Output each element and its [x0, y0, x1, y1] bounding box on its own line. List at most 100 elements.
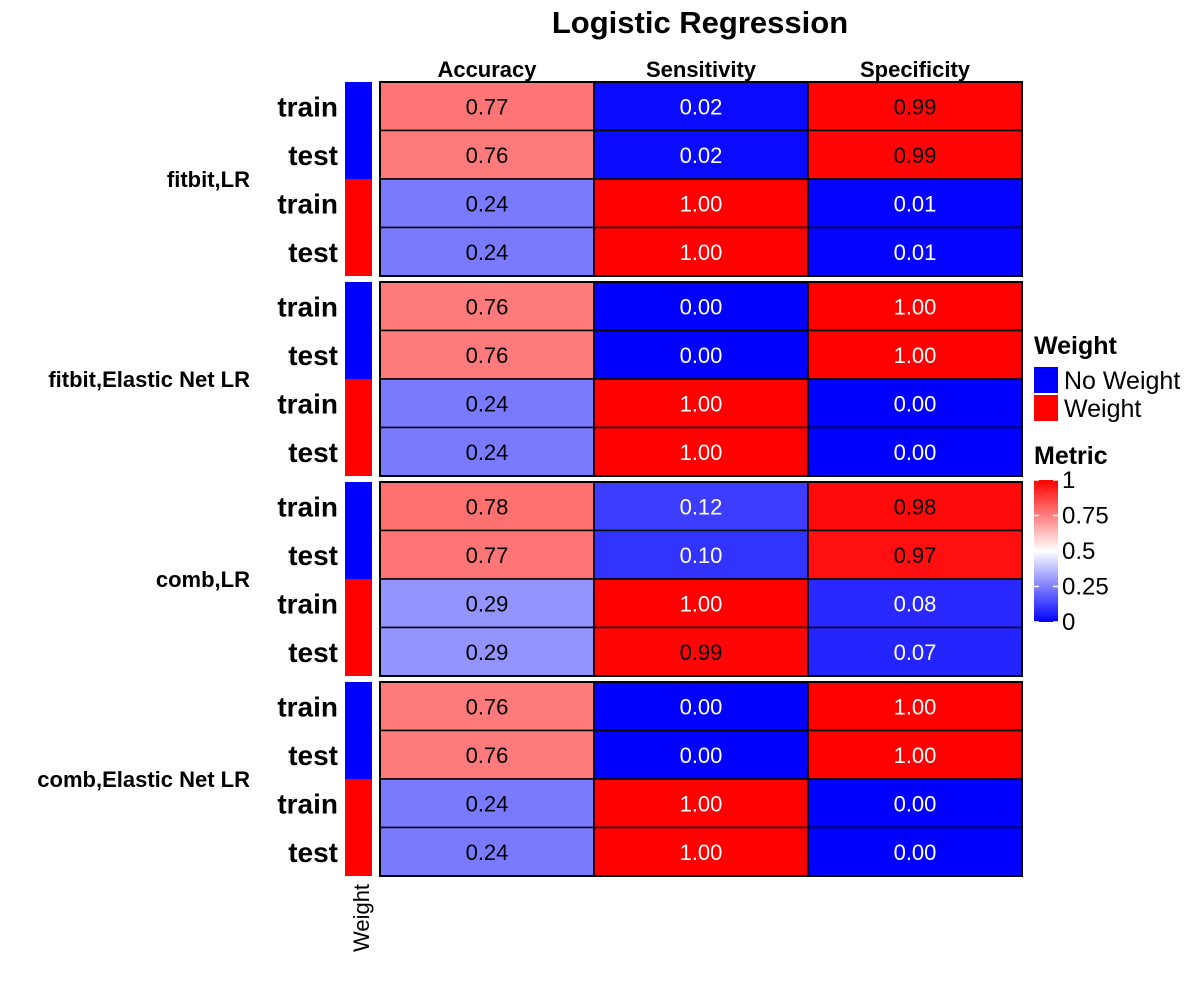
- heatmap-cell: [593, 378, 809, 429]
- column-header: Accuracy: [437, 57, 537, 82]
- cell-value: 0.24: [466, 440, 509, 465]
- cell-value: 1.00: [680, 440, 723, 465]
- row-label: train: [277, 188, 338, 219]
- group-border: [379, 81, 1023, 277]
- cell-value: 1.00: [894, 694, 937, 719]
- cell-value: 0.24: [466, 240, 509, 265]
- group-label: comb,Elastic Net LR: [37, 767, 250, 792]
- weight-annotation-cell: [345, 227, 372, 276]
- row-label: test: [288, 340, 338, 371]
- weight-annotation-cell: [345, 827, 372, 876]
- heatmap-cell: [593, 281, 809, 332]
- row-label: train: [277, 91, 338, 122]
- heatmap-cell: [593, 178, 809, 229]
- group-label: comb,LR: [156, 567, 250, 592]
- heatmap-cell: [807, 681, 1023, 732]
- cell-value: 0.01: [894, 191, 937, 216]
- heatmap-cell: [807, 329, 1023, 380]
- cell-value: 1.00: [680, 791, 723, 816]
- heatmap-cell: [807, 826, 1023, 877]
- cell-value: 0.98: [894, 494, 937, 519]
- cell-value: 0.24: [466, 840, 509, 865]
- row-label: train: [277, 691, 338, 722]
- cell-value: 0.00: [680, 343, 723, 368]
- cell-value: 0.77: [466, 543, 509, 568]
- cell-value: 0.76: [466, 694, 509, 719]
- weight-annotation-cell: [345, 530, 372, 579]
- cell-value: 0.99: [680, 640, 723, 665]
- metric-legend-tick-label: 0.25: [1062, 574, 1109, 601]
- cell-value: 0.76: [466, 343, 509, 368]
- heatmap-cell: [593, 778, 809, 829]
- cell-value: 1.00: [680, 191, 723, 216]
- heatmap-cell: [593, 81, 809, 132]
- metric-legend-tick-label: 0: [1062, 609, 1075, 636]
- weight-annotation-cell: [345, 130, 372, 179]
- heatmap-cell: [379, 729, 595, 780]
- metric-legend-tick-label: 1: [1062, 467, 1075, 494]
- row-label: test: [288, 837, 338, 868]
- cell-value: 1.00: [680, 240, 723, 265]
- cell-value: 0.10: [680, 543, 723, 568]
- row-label: train: [277, 788, 338, 819]
- cell-value: 1.00: [894, 294, 937, 319]
- column-header: Sensitivity: [646, 57, 757, 82]
- cell-value: 0.99: [894, 94, 937, 119]
- metric-legend-title: Metric: [1034, 442, 1108, 470]
- cell-value: 0.77: [466, 94, 509, 119]
- row-label: test: [288, 140, 338, 171]
- row-label: train: [277, 491, 338, 522]
- group-label: fitbit,Elastic Net LR: [48, 367, 250, 392]
- weight-legend-swatch: [1034, 395, 1058, 421]
- weight-annotation-cell: [345, 282, 372, 331]
- row-label: test: [288, 437, 338, 468]
- cell-value: 1.00: [894, 343, 937, 368]
- weight-annotation-cell: [345, 579, 372, 628]
- group-label: fitbit,LR: [167, 167, 250, 192]
- weight-annotation-cell: [345, 179, 372, 228]
- metric-legend-tick-label: 0.5: [1062, 538, 1095, 565]
- heatmap-cell: [593, 529, 809, 580]
- heatmap-cell: [379, 626, 595, 677]
- cell-value: 0.00: [894, 440, 937, 465]
- cell-value: 0.99: [894, 143, 937, 168]
- annotation-axis-label: Weight: [349, 884, 374, 952]
- cell-value: 1.00: [894, 743, 937, 768]
- row-label: test: [288, 637, 338, 668]
- heatmap-cell: [379, 81, 595, 132]
- cell-value: 0.29: [466, 640, 509, 665]
- cell-value: 0.00: [680, 694, 723, 719]
- cell-value: 0.00: [680, 743, 723, 768]
- cell-value: 0.78: [466, 494, 509, 519]
- row-label: test: [288, 237, 338, 268]
- cell-value: 0.01: [894, 240, 937, 265]
- heatmap-cell: [593, 729, 809, 780]
- cell-value: 0.00: [894, 791, 937, 816]
- cell-value: 0.24: [466, 191, 509, 216]
- column-header: Specificity: [860, 57, 971, 82]
- group-border: [379, 281, 1023, 477]
- cell-value: 0.12: [680, 494, 723, 519]
- group-border: [379, 681, 1023, 877]
- cell-value: 0.76: [466, 743, 509, 768]
- cell-value: 0.76: [466, 143, 509, 168]
- weight-annotation-cell: [345, 730, 372, 779]
- cell-value: 0.97: [894, 543, 937, 568]
- cell-value: 0.00: [680, 294, 723, 319]
- heatmap-cell: [807, 129, 1023, 180]
- cell-value: 0.00: [894, 840, 937, 865]
- weight-legend-label: No Weight: [1064, 367, 1180, 395]
- metric-legend-tick-label: 0.75: [1062, 503, 1109, 530]
- cell-value: 1.00: [680, 840, 723, 865]
- row-label: test: [288, 740, 338, 771]
- cell-value: 0.02: [680, 143, 723, 168]
- weight-annotation-cell: [345, 330, 372, 379]
- heatmap-cell: [379, 226, 595, 277]
- cell-value: 1.00: [680, 391, 723, 416]
- heatmap-cell: [379, 329, 595, 380]
- weight-annotation-cell: [345, 427, 372, 476]
- heatmap-cell: [807, 778, 1023, 829]
- heatmap-cell: [807, 226, 1023, 277]
- cell-value: 0.02: [680, 94, 723, 119]
